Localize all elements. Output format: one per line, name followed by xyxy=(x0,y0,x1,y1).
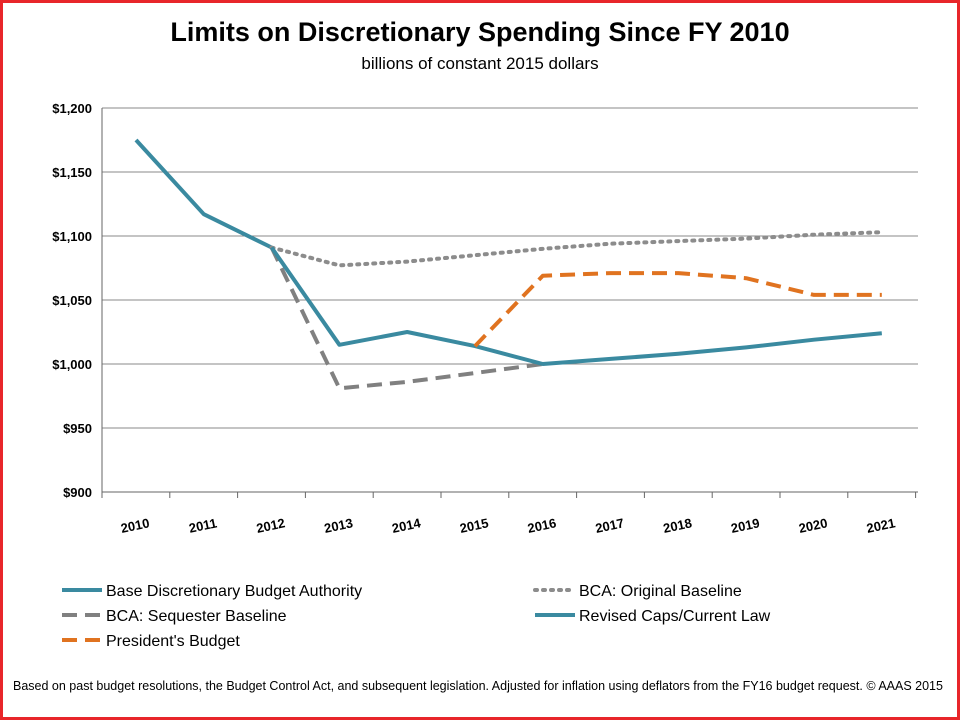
y-tick-label: $1,050 xyxy=(52,293,92,308)
footnote: Based on past budget resolutions, the Bu… xyxy=(13,679,943,693)
x-tick-label: 2012 xyxy=(255,515,286,536)
y-tick-label: $1,150 xyxy=(52,165,92,180)
series-line xyxy=(269,246,882,366)
gridlines xyxy=(102,107,918,429)
y-tick-label: $1,000 xyxy=(52,357,92,372)
y-axis-ticks: $900 $950 $1,000 $1,050 $1,100 $1,150 $1,200 xyxy=(52,101,92,500)
x-tick-label: 2021 xyxy=(865,515,896,536)
legend: Base Discretionary Budget Authority BCA: … xyxy=(62,583,771,650)
x-tick-label: 2016 xyxy=(526,515,557,536)
legend-label: Base Discretionary Budget Authority xyxy=(106,583,362,600)
legend-label: Revised Caps/Current Law xyxy=(579,608,771,625)
x-tick-label: 2017 xyxy=(594,515,625,536)
y-tick-label: $950 xyxy=(63,421,92,436)
legend-label: President's Budget xyxy=(106,633,240,650)
series-lines xyxy=(134,138,884,391)
chart-title: Limits on Discretionary Spending Since F… xyxy=(170,17,790,47)
series-line xyxy=(269,230,884,268)
series-line xyxy=(269,246,544,391)
series-line xyxy=(473,271,882,348)
y-tick-label: $900 xyxy=(63,485,92,500)
x-tick-label: 2011 xyxy=(188,515,219,536)
x-tick-label: 2010 xyxy=(119,515,150,536)
y-tick-label: $1,100 xyxy=(52,229,92,244)
x-tick-label: 2015 xyxy=(458,515,489,536)
x-tick-label: 2014 xyxy=(391,515,423,536)
series-line xyxy=(134,138,273,250)
x-tick-label: 2020 xyxy=(797,515,828,536)
y-tick-label: $1,200 xyxy=(52,101,92,116)
legend-label: BCA: Original Baseline xyxy=(579,583,742,600)
x-axis-ticks: 2010 2011 2012 2013 2014 2015 2016 2017 2018 2019… xyxy=(119,515,896,536)
x-tick-label: 2019 xyxy=(730,515,761,536)
axes xyxy=(101,108,918,498)
x-tick-label: 2018 xyxy=(662,515,693,536)
chart-subtitle: billions of constant 2015 dollars xyxy=(361,54,599,73)
legend-label: BCA: Sequester Baseline xyxy=(106,608,287,625)
x-tick-label: 2013 xyxy=(323,515,354,536)
